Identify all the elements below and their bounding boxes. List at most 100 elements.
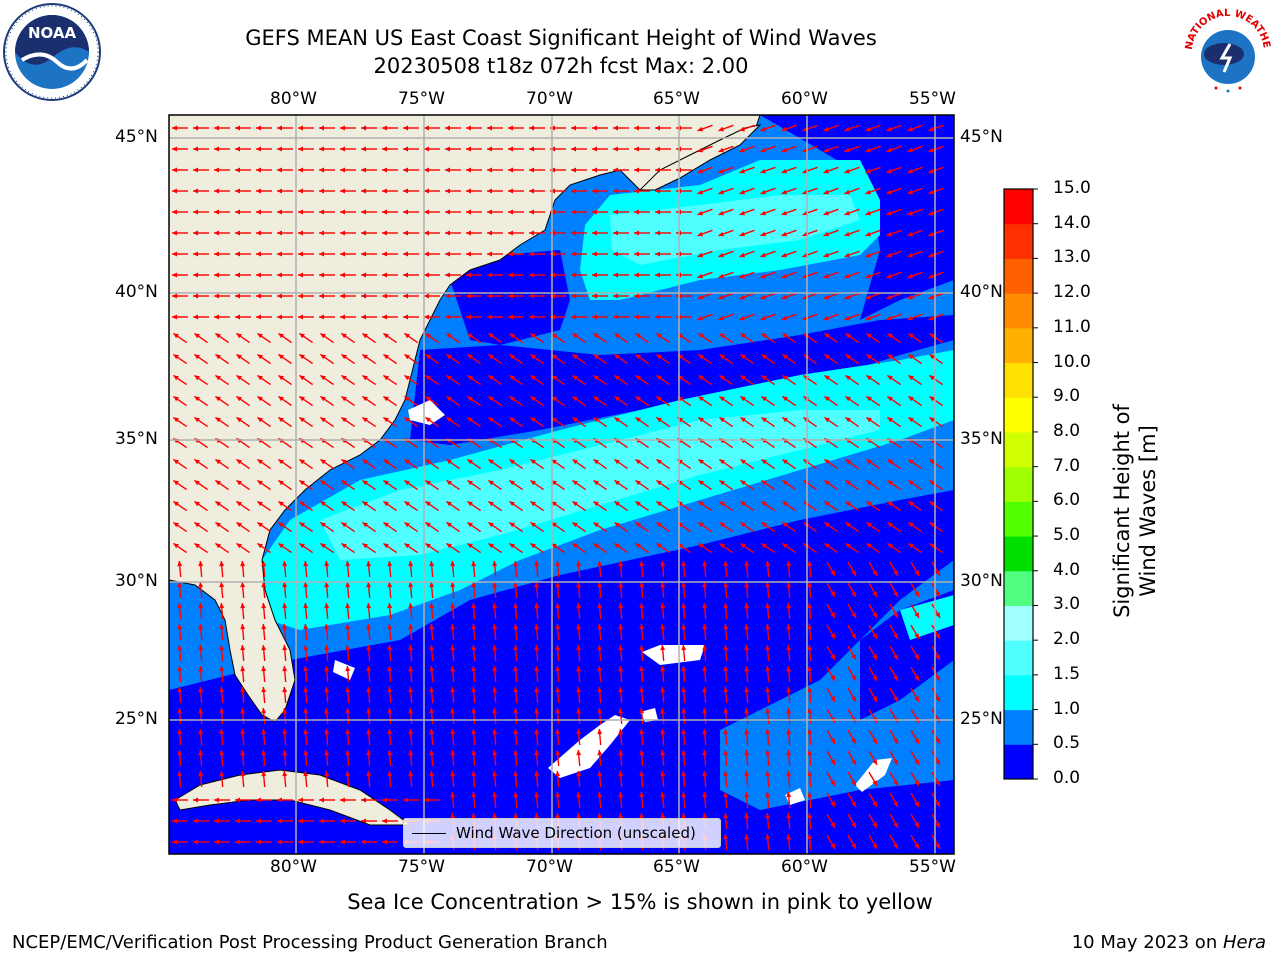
wind-wave-arrowhead: [845, 459, 851, 465]
wind-wave-arrowhead: [277, 818, 282, 824]
wind-wave-arrowhead: [215, 396, 221, 402]
wind-wave-arrowhead: [340, 209, 345, 215]
wind-wave-arrowhead: [487, 167, 492, 173]
wind-wave-arrowhead: [261, 771, 267, 777]
wind-wave-arrowhead: [660, 582, 666, 588]
wind-wave-arrowhead: [319, 167, 324, 173]
wind-wave-arrowhead: [194, 333, 200, 339]
wind-wave-arrowhead: [635, 459, 641, 465]
wind-wave-arrowhead: [278, 417, 284, 423]
wind-wave-arrowhead: [387, 666, 393, 672]
wind-wave-arrowhead: [471, 771, 477, 777]
wind-wave-arrowhead: [786, 729, 792, 735]
wind-wave-arrowhead: [908, 480, 914, 486]
wind-wave-arrowhead: [830, 738, 835, 744]
wind-wave-arrowhead: [382, 146, 387, 152]
wind-wave-arrowhead: [908, 417, 914, 423]
wind-wave-arrowhead: [782, 522, 788, 528]
wind-wave-arrowhead: [425, 480, 431, 486]
wind-wave-arrowhead: [340, 797, 345, 803]
wind-wave-arrowhead: [404, 396, 410, 402]
wind-wave-arrowhead: [236, 396, 242, 402]
wind-wave-arrowhead: [450, 645, 456, 651]
wind-wave-arrowhead: [429, 771, 435, 777]
wind-wave-arrowhead: [593, 375, 599, 381]
wind-wave-arrowhead: [786, 792, 792, 798]
wind-wave-arrowhead: [744, 624, 750, 630]
lon-label-top: 75°W: [398, 89, 445, 109]
wind-wave-arrowhead: [529, 314, 534, 320]
wind-wave-arrowhead: [576, 645, 582, 651]
wind-wave-arrowhead: [278, 501, 284, 507]
wind-wave-arrowhead: [508, 230, 513, 236]
wind-wave-arrowhead: [214, 293, 219, 299]
wind-wave-arrowhead: [851, 843, 856, 849]
wind-wave-arrowhead: [872, 612, 877, 618]
wind-wave-arrowhead: [193, 839, 198, 845]
wind-wave-arrowhead: [303, 666, 309, 672]
wind-wave-arrowhead: [593, 333, 599, 339]
wind-wave-arrowhead: [576, 771, 582, 777]
wind-wave-arrowhead: [907, 273, 913, 279]
wind-wave-arrowhead: [845, 543, 851, 549]
colorbar-cell: [1004, 293, 1033, 329]
wind-wave-arrowhead: [830, 759, 835, 765]
wind-wave-arrowhead: [219, 771, 225, 777]
wind-wave-arrowhead: [718, 147, 724, 153]
wind-wave-arrowhead: [362, 459, 368, 465]
wind-wave-arrowhead: [634, 188, 639, 194]
wind-wave-arrowhead: [655, 146, 660, 152]
wind-wave-arrowhead: [761, 501, 767, 507]
wind-wave-arrowhead: [781, 168, 787, 174]
wind-wave-arrowhead: [282, 645, 288, 651]
wind-wave-arrowhead: [387, 729, 393, 735]
wind-wave-arrowhead: [345, 582, 351, 588]
wind-wave-arrowhead: [635, 417, 641, 423]
wind-wave-arrowhead: [173, 501, 179, 507]
wind-wave-arrowhead: [929, 396, 935, 402]
wind-wave-arrowhead: [893, 612, 898, 618]
noaa-logo: NOAA: [3, 3, 101, 101]
wind-wave-arrowhead: [739, 252, 745, 258]
wind-wave-arrowhead: [823, 147, 829, 153]
wind-wave-arrowhead: [235, 146, 240, 152]
wind-wave-arrowhead: [299, 543, 305, 549]
wind-wave-arrowhead: [928, 315, 934, 321]
lon-label-bottom: 60°W: [781, 857, 828, 877]
wind-wave-arrowhead: [718, 252, 724, 258]
wind-wave-arrowhead: [592, 272, 597, 278]
wind-wave-arrowhead: [492, 771, 498, 777]
wind-wave-arrowhead: [739, 210, 745, 216]
wind-wave-arrowhead: [866, 417, 872, 423]
wind-wave-arrowhead: [215, 417, 221, 423]
wind-wave-arrowhead: [341, 354, 347, 360]
wind-wave-arrowhead: [593, 396, 599, 402]
colorbar-tick-label: 15.0: [1053, 178, 1091, 198]
wind-wave-arrowhead: [718, 189, 724, 195]
wind-wave-arrowhead: [383, 543, 389, 549]
wind-wave-arrowhead: [445, 146, 450, 152]
wind-wave-arrowhead: [893, 759, 898, 765]
wind-wave-arrowhead: [572, 333, 578, 339]
wind-wave-arrowhead: [214, 251, 219, 257]
wind-wave-arrowhead: [236, 543, 242, 549]
wind-wave-arrowhead: [908, 375, 914, 381]
wind-wave-arrowhead: [571, 146, 576, 152]
wind-wave-arrowhead: [908, 354, 914, 360]
wind-wave-arrowhead: [761, 480, 767, 486]
wind-wave-arrowhead: [830, 822, 835, 828]
wind-wave-arrowhead: [534, 645, 540, 651]
colorbar-cell: [1004, 362, 1033, 398]
wind-wave-arrowhead: [851, 633, 856, 639]
wind-wave-arrowhead: [887, 480, 893, 486]
wind-wave-arrowhead: [529, 188, 534, 194]
wind-wave-arrowhead: [429, 603, 435, 609]
wind-wave-arrowhead: [571, 251, 576, 257]
colorbar-tick-label: 2.0: [1053, 629, 1081, 650]
wind-wave-arrowhead: [571, 209, 576, 215]
wind-wave-arrowhead: [172, 314, 177, 320]
wind-wave-arrowhead: [844, 294, 850, 300]
wind-wave-arrowhead: [277, 797, 282, 803]
wind-wave-arrowhead: [530, 459, 536, 465]
wind-wave-arrowhead: [824, 396, 830, 402]
